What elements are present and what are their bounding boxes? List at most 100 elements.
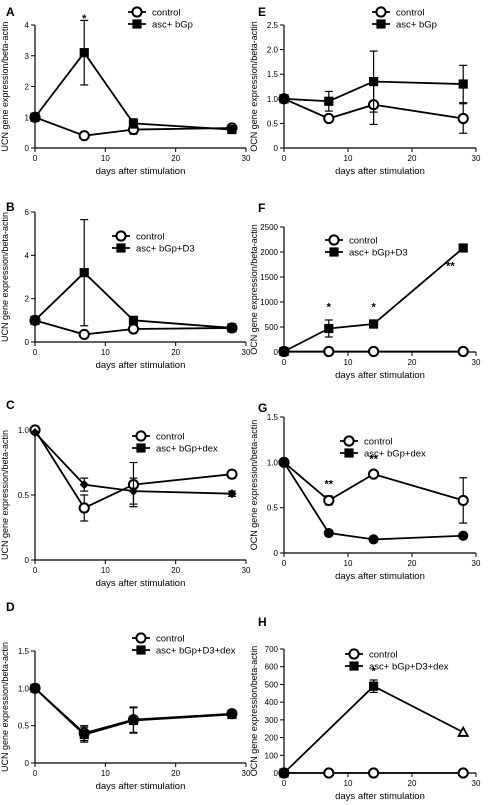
- y-tick-label: 2: [25, 83, 30, 92]
- series-treatment: [278, 457, 469, 545]
- data-point: [458, 79, 468, 89]
- significance-mark: **: [446, 261, 455, 273]
- y-tick-label: 0.5: [18, 491, 30, 500]
- legend-entry: asc+ bGp+D3+dex: [369, 662, 449, 673]
- series-line: [283, 685, 464, 774]
- legend-marker: [328, 234, 340, 246]
- legend-marker: [344, 448, 354, 458]
- series-control: [278, 345, 469, 358]
- x-tick-label: 30: [242, 348, 251, 357]
- panel-letter: D: [6, 600, 15, 614]
- data-point: [323, 345, 335, 358]
- panel-f: F 0 10 20 30 0 500 1000 1500 2000 2500 days after s…: [249, 201, 481, 381]
- data-point: [368, 767, 380, 779]
- y-tick-label: 0: [274, 769, 279, 778]
- x-tick-label: 0: [33, 769, 38, 778]
- data-point: [368, 345, 380, 358]
- x-tick-label: 0: [33, 348, 38, 357]
- significance-mark: *: [371, 302, 376, 314]
- y-tick-label: 500: [265, 323, 279, 332]
- x-tick-label: 10: [344, 559, 353, 568]
- panel-letter: A: [6, 5, 15, 19]
- y-tick-label: 1.5: [267, 70, 279, 79]
- data-point: [369, 681, 379, 691]
- legend-marker: [349, 661, 359, 671]
- series-treatment: [279, 679, 470, 778]
- legend-marker: [376, 19, 386, 29]
- y-axis-label: OCN gene expression/beta-actin: [249, 646, 259, 777]
- data-point: [79, 730, 89, 740]
- y-tick-label: 0: [274, 549, 279, 558]
- x-axis-label: days after stimulation: [96, 578, 186, 589]
- y-tick-label: 0: [274, 144, 279, 153]
- legend-marker: [343, 435, 355, 447]
- data-point: [279, 768, 289, 778]
- data-point: [227, 489, 237, 499]
- data-point: [323, 767, 335, 779]
- x-axis-label: days after stimulation: [96, 781, 186, 792]
- y-tick-label: 2.0: [267, 46, 279, 55]
- series-line: [283, 247, 464, 353]
- legend-entry: control: [156, 634, 185, 645]
- legend-entry: asc+ bGp+D3: [136, 244, 195, 255]
- y-tick-label: 1.0: [18, 684, 30, 693]
- data-point: [30, 112, 40, 122]
- significance-mark: **: [369, 453, 378, 465]
- data-point: [30, 683, 40, 693]
- x-axis-label: days after stimulation: [96, 166, 186, 177]
- legend-entry: asc+ bGp: [396, 20, 437, 31]
- x-tick-label: 0: [282, 559, 287, 568]
- y-axis-label: UCN gene expression/beta-actin: [0, 212, 10, 342]
- x-tick-label: 30: [242, 769, 251, 778]
- y-tick-label: 300: [265, 716, 279, 725]
- series-line: [34, 271, 233, 329]
- data-point: [79, 268, 89, 278]
- legend-entry: asc+ bGp: [152, 20, 193, 31]
- legend-entry: asc+ bGp+D3+dex: [156, 646, 236, 657]
- y-tick-label: 0: [25, 759, 30, 768]
- data-point: [457, 725, 470, 737]
- x-tick-label: 0: [282, 779, 287, 788]
- data-point: [457, 345, 469, 358]
- x-tick-label: 20: [408, 154, 417, 163]
- data-point: [127, 323, 140, 335]
- y-tick-label: 0: [274, 348, 279, 357]
- data-point: [226, 468, 238, 480]
- data-point: [323, 494, 335, 507]
- data-point: [324, 96, 334, 106]
- data-point: [128, 315, 139, 325]
- data-point: [227, 709, 237, 720]
- data-point: [128, 118, 139, 128]
- significance-mark: *: [82, 13, 87, 25]
- series-line: [283, 461, 464, 502]
- y-tick-label: 0.5: [267, 504, 279, 513]
- x-tick-label: 20: [408, 779, 417, 788]
- x-tick-label: 30: [472, 559, 481, 568]
- x-tick-label: 20: [408, 358, 417, 367]
- significance-mark: *: [371, 666, 376, 678]
- y-axis-label: OCN gene expression/beta-actin: [249, 420, 259, 551]
- data-point: [30, 315, 40, 325]
- y-axis-label: OCN gene expression/beta-actin: [249, 21, 259, 152]
- x-tick-label: 30: [472, 358, 481, 367]
- data-point: [78, 328, 90, 341]
- x-tick-label: 0: [33, 154, 38, 163]
- x-tick-label: 10: [344, 154, 353, 163]
- x-tick-label: 20: [171, 348, 180, 357]
- data-point: [227, 323, 237, 333]
- series-treatment: [279, 50, 468, 113]
- x-tick-label: 20: [171, 566, 180, 575]
- y-tick-label: 2: [25, 295, 30, 304]
- y-tick-label: 500: [265, 680, 279, 689]
- panel-letter: E: [258, 5, 266, 19]
- series-line: [283, 80, 464, 103]
- legend-entry: control: [349, 236, 378, 247]
- y-tick-label: 1.0: [18, 426, 30, 435]
- significance-mark: **: [325, 479, 334, 491]
- legend-marker: [135, 430, 147, 442]
- significance-mark: *: [327, 302, 332, 314]
